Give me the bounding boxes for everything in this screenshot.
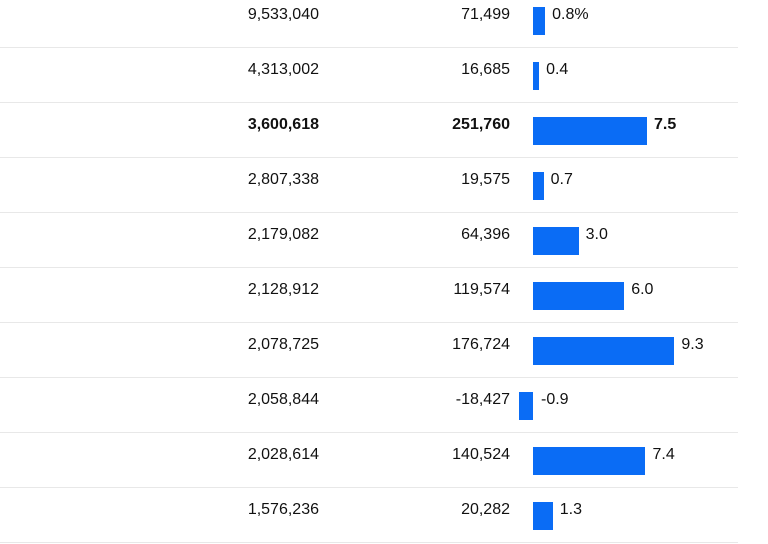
percent-bar <box>533 172 544 200</box>
percent-bar <box>533 62 540 90</box>
population-cell: 4,313,002 <box>247 61 319 78</box>
percent-label: -0.9 <box>541 391 569 408</box>
population-cell: 9,533,040 <box>247 6 319 23</box>
percent-bar <box>533 502 553 530</box>
population-cell: 2,028,614 <box>247 446 319 463</box>
percent-bar <box>533 7 546 35</box>
change-cell: 64,396 <box>461 226 510 243</box>
change-cell: 119,574 <box>453 281 510 298</box>
change-cell: 20,282 <box>461 501 510 518</box>
population-cell: 2,078,725 <box>247 336 319 353</box>
table-row: 2,028,614 140,524 7.4 <box>0 433 738 488</box>
population-cell: 2,807,338 <box>247 171 319 188</box>
population-cell: 1,576,236 <box>247 501 319 518</box>
table-row: 3,600,618 251,760 7.5 <box>0 103 738 158</box>
table-row: 4,313,002 16,685 0.4 <box>0 48 738 103</box>
table-row: 2,807,338 19,575 0.7 <box>0 158 738 213</box>
percent-label: 0.4 <box>546 61 569 78</box>
table-row: 9,533,040 71,499 0.8% <box>0 0 738 48</box>
percent-label: 7.5 <box>654 116 677 133</box>
table-row: 2,179,082 64,396 3.0 <box>0 213 738 268</box>
change-cell: 16,685 <box>461 61 510 78</box>
percent-bar <box>533 282 625 310</box>
table-row: 2,128,912 119,574 6.0 <box>0 268 738 323</box>
table-row: 2,078,725 176,724 9.3 <box>0 323 738 378</box>
percent-label: 3.0 <box>585 226 608 243</box>
percent-label: 1.3 <box>559 501 582 518</box>
percent-bar <box>533 337 675 365</box>
change-cell: 19,575 <box>461 171 510 188</box>
population-cell: 2,179,082 <box>247 226 319 243</box>
percent-bar <box>533 117 647 145</box>
population-cell: 3,600,618 <box>247 116 319 133</box>
change-cell: 251,760 <box>452 116 510 133</box>
change-cell: 140,524 <box>452 446 510 463</box>
percent-bar <box>533 447 646 475</box>
percent-bar <box>519 392 533 420</box>
percent-label: 6.0 <box>631 281 654 298</box>
percent-bar <box>533 227 579 255</box>
population-cell: 2,058,844 <box>247 391 319 408</box>
percent-label: 9.3 <box>681 336 704 353</box>
change-cell: 71,499 <box>461 6 510 23</box>
percent-label: 0.8% <box>552 6 589 23</box>
population-cell: 2,128,912 <box>247 281 319 298</box>
percent-label: 7.4 <box>652 446 675 463</box>
table-row: 1,576,236 20,282 1.3 <box>0 488 738 543</box>
percent-label: 0.7 <box>550 171 573 188</box>
change-cell: 176,724 <box>452 336 510 353</box>
change-cell: -18,427 <box>455 391 510 408</box>
table-row: 2,058,844 -18,427 -0.9 <box>0 378 738 433</box>
